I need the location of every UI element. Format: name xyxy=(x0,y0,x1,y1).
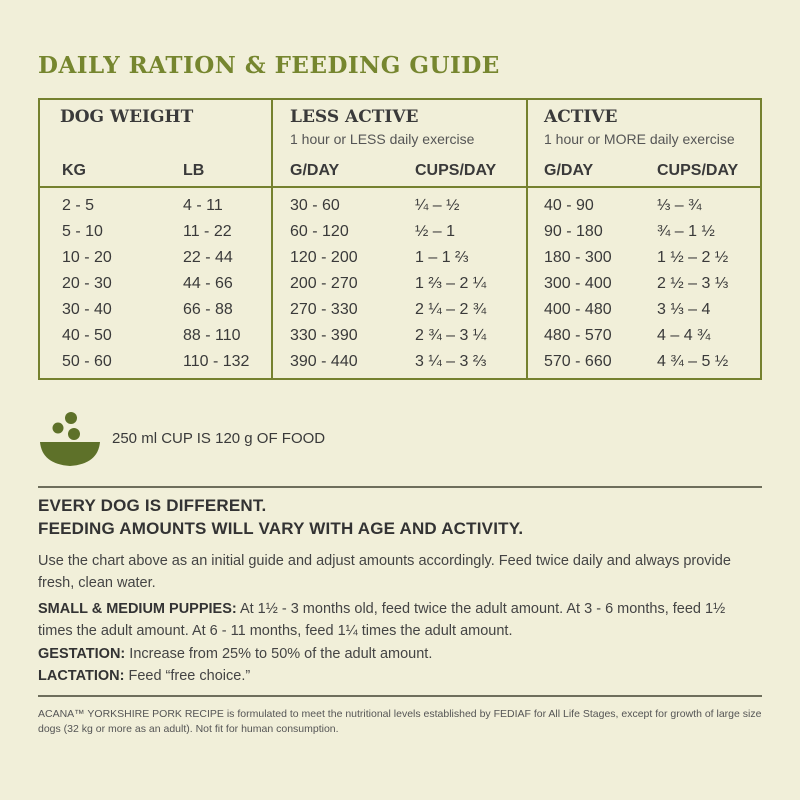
footer-divider xyxy=(38,695,762,697)
table-cell: 66 - 88 xyxy=(183,301,233,318)
kg-column-header: KG xyxy=(62,162,86,179)
table-cell: 330 - 390 xyxy=(290,327,358,344)
kg-column: 2 - 5 5 - 10 10 - 20 20 - 30 30 - 40 40 … xyxy=(62,193,112,375)
active-cups-column: ⅓ – ¾ ¾ – 1 ½ 1 ½ – 2 ½ 2 ½ – 3 ⅓ 3 ⅓ – … xyxy=(657,193,728,375)
table-cell: 4 ¾ – 5 ½ xyxy=(657,353,729,370)
lactation-guidance: LACTATION: Feed “free choice.” xyxy=(38,665,762,687)
table-cell: 1 ⅔ – 2 ¼ xyxy=(415,275,487,292)
table-cell: 120 - 200 xyxy=(290,249,358,266)
active-cups-header: CUPS/DAY xyxy=(657,162,739,179)
table-cell: 5 - 10 xyxy=(62,223,103,240)
table-cell: 200 - 270 xyxy=(290,275,358,292)
table-cell: 1 – 1 ⅔ xyxy=(415,249,469,266)
table-cell: 10 - 20 xyxy=(62,249,112,266)
dog-weight-heading: DOG WEIGHT xyxy=(60,107,194,127)
section-divider xyxy=(38,486,762,488)
table-cell: 300 - 400 xyxy=(544,275,612,292)
active-g-header: G/DAY xyxy=(544,162,594,179)
puppies-label: SMALL & MEDIUM PUPPIES: xyxy=(38,601,237,617)
table-cell: 40 - 50 xyxy=(62,327,112,344)
table-cell: 2 ½ – 3 ⅓ xyxy=(657,275,729,292)
table-cell: 44 - 66 xyxy=(183,275,233,292)
notice-heading-line1: EVERY DOG IS DIFFERENT. xyxy=(38,496,267,515)
less-active-cups-header: CUPS/DAY xyxy=(415,162,497,179)
table-cell: 2 ¾ – 3 ¼ xyxy=(415,327,487,344)
less-active-cups-column: ¼ – ½ ½ – 1 1 – 1 ⅔ 1 ⅔ – 2 ¼ 2 ¼ – 2 ¾ … xyxy=(415,193,486,375)
page-title: DAILY RATION & FEEDING GUIDE xyxy=(38,52,500,79)
active-subheading: 1 hour or MORE daily exercise xyxy=(544,131,735,147)
table-cell: 30 - 40 xyxy=(62,301,112,318)
table-cell: ¼ – ½ xyxy=(415,197,460,214)
puppies-text: At 1½ - 3 months old, feed twice the adu… xyxy=(38,601,726,639)
table-cell: 22 - 44 xyxy=(183,249,233,266)
column-divider xyxy=(526,100,528,378)
lactation-text: Feed “free choice.” xyxy=(124,668,251,684)
header-divider xyxy=(40,186,760,188)
table-cell: ⅓ – ¾ xyxy=(657,197,702,214)
footnote: ACANA™ YORKSHIRE PORK RECIPE is formulat… xyxy=(38,708,762,735)
lb-column-header: LB xyxy=(183,162,205,179)
notice-heading-line2: FEEDING AMOUNTS WILL VARY WITH AGE AND A… xyxy=(38,519,524,538)
table-cell: 3 ¼ – 3 ⅔ xyxy=(415,353,487,370)
table-cell: 88 - 110 xyxy=(183,327,241,344)
less-active-g-header: G/DAY xyxy=(290,162,340,179)
less-active-g-column: 30 - 60 60 - 120 120 - 200 200 - 270 270… xyxy=(290,193,358,375)
table-cell: 90 - 180 xyxy=(544,223,603,240)
column-divider xyxy=(271,100,273,378)
table-cell: 2 - 5 xyxy=(62,197,95,214)
cup-measure-note: 250 ml CUP IS 120 g OF FOOD xyxy=(38,408,438,472)
table-cell: 270 - 330 xyxy=(290,301,358,318)
table-cell: 3 ⅓ – 4 xyxy=(657,301,711,318)
table-cell: 20 - 30 xyxy=(62,275,112,292)
table-cell: 110 - 132 xyxy=(183,353,250,370)
lactation-label: LACTATION: xyxy=(38,668,125,684)
lb-column: 4 - 11 11 - 22 22 - 44 44 - 66 66 - 88 8… xyxy=(183,193,249,375)
table-cell: ¾ – 1 ½ xyxy=(657,223,715,240)
table-cell: 390 - 440 xyxy=(290,353,358,370)
table-cell: 30 - 60 xyxy=(290,197,340,214)
table-cell: 480 - 570 xyxy=(544,327,612,344)
table-cell: 2 ¼ – 2 ¾ xyxy=(415,301,487,318)
table-cell: 400 - 480 xyxy=(544,301,612,318)
table-cell: 40 - 90 xyxy=(544,197,594,214)
feeding-table: DOG WEIGHT LESS ACTIVE 1 hour or LESS da… xyxy=(38,98,762,380)
table-cell: 60 - 120 xyxy=(290,223,349,240)
gestation-guidance: GESTATION: Increase from 25% to 50% of t… xyxy=(38,643,762,665)
table-cell: 570 - 660 xyxy=(544,353,612,370)
active-g-column: 40 - 90 90 - 180 180 - 300 300 - 400 400… xyxy=(544,193,612,375)
table-cell: 4 – 4 ¾ xyxy=(657,327,711,344)
table-cell: 1 ½ – 2 ½ xyxy=(657,249,729,266)
cup-measure-text: 250 ml CUP IS 120 g OF FOOD xyxy=(112,430,326,447)
active-heading: ACTIVE xyxy=(544,107,618,127)
less-active-subheading: 1 hour or LESS daily exercise xyxy=(290,131,475,147)
gestation-text: Increase from 25% to 50% of the adult am… xyxy=(125,646,433,662)
table-cell: 4 - 11 xyxy=(183,197,223,214)
less-active-heading: LESS ACTIVE xyxy=(290,107,419,127)
bowl-icon xyxy=(40,412,100,466)
table-cell: 180 - 300 xyxy=(544,249,612,266)
guidance-intro: Use the chart above as an initial guide … xyxy=(38,553,731,591)
table-cell: ½ – 1 xyxy=(415,223,456,240)
gestation-label: GESTATION: xyxy=(38,646,126,662)
table-cell: 50 - 60 xyxy=(62,353,112,370)
puppies-guidance: SMALL & MEDIUM PUPPIES: At 1½ - 3 months… xyxy=(38,598,762,642)
table-cell: 11 - 22 xyxy=(183,223,232,240)
